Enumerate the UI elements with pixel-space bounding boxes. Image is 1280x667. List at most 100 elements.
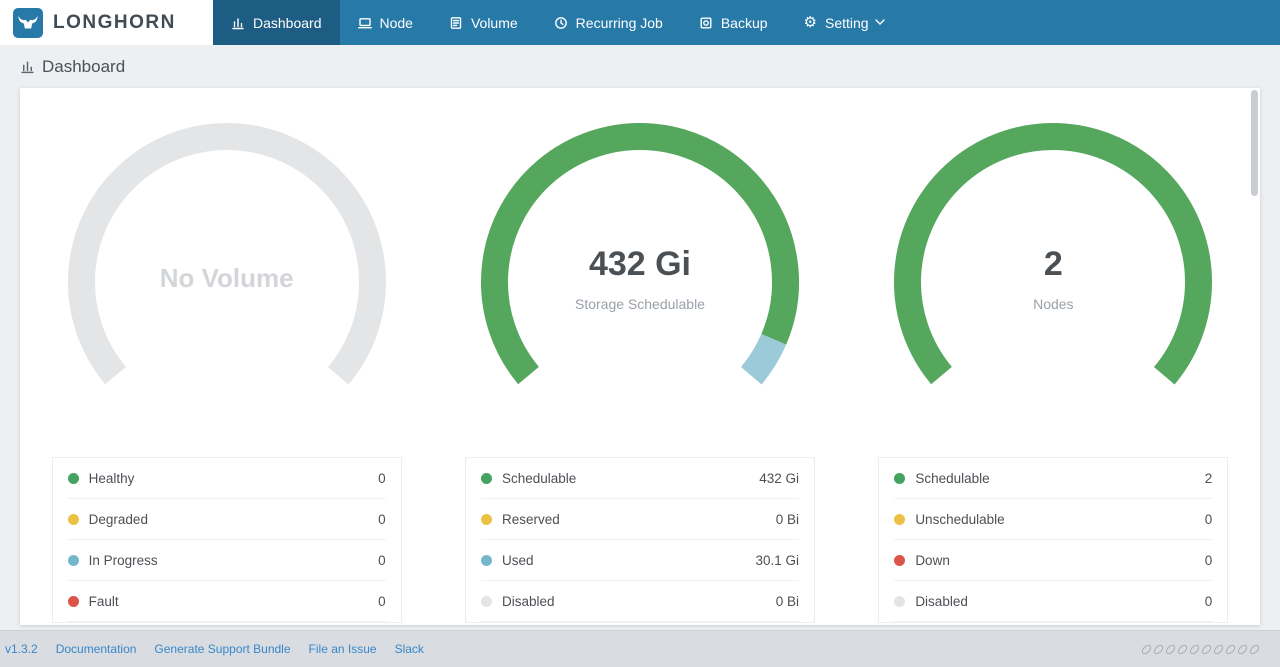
legend-row-healthy[interactable]: Healthy 0: [67, 458, 386, 499]
node-gauge-panel: 2 Nodes Schedulable 2 Unschedulable 0 D: [847, 88, 1260, 625]
dashboard-icon: [231, 16, 245, 30]
footer: v1.3.2 Documentation Generate Support Bu…: [0, 630, 1280, 667]
legend-label: Reserved: [501, 511, 560, 527]
nav-item-label: Backup: [720, 14, 768, 31]
footer-link-file-an-issue[interactable]: File an Issue: [308, 642, 377, 656]
brand-logo[interactable]: LONGHORN: [0, 0, 213, 45]
scrollbar[interactable]: [1251, 90, 1258, 196]
legend-color-dot: [894, 554, 906, 566]
legend-color-dot: [894, 595, 906, 607]
legend-color-dot: [67, 595, 79, 607]
node-icon: [357, 16, 372, 30]
volume-gauge-panel: No Volume Healthy 0 Degraded 0 In Progre…: [20, 88, 433, 625]
legend-label: Used: [501, 552, 534, 568]
legend-value: 0: [378, 552, 386, 568]
storage-gauge-panel: 432 Gi Storage Schedulable Schedulable 4…: [433, 88, 846, 625]
legend-label: In Progress: [88, 552, 158, 568]
legend-label: Disabled: [501, 593, 555, 609]
legend-value: 432 Gi: [759, 470, 799, 486]
volume-legend: Healthy 0 Degraded 0 In Progress 0 Fault…: [51, 457, 402, 623]
footer-link-documentation[interactable]: Documentation: [55, 642, 137, 656]
nav-item-label: Node: [379, 14, 413, 31]
gauge-center-title: 432 Gi: [588, 244, 692, 283]
nav-item-backup[interactable]: Backup: [681, 0, 786, 45]
nav-item-label: Setting: [824, 14, 869, 31]
legend-value: 0: [1204, 593, 1213, 609]
chain-links: [1140, 642, 1261, 656]
nav-item-dashboard[interactable]: Dashboard: [213, 0, 340, 45]
chain-link-icon: [1176, 642, 1189, 656]
chain-link-icon: [1188, 642, 1201, 656]
legend-value: 0: [1204, 552, 1213, 568]
legend-row-schedulable[interactable]: Schedulable 432 Gi: [480, 458, 799, 499]
legend-color-dot: [67, 554, 79, 566]
longhorn-bull-icon: [13, 7, 43, 38]
nav-item-label: Recurring Job: [575, 14, 663, 31]
volume-donut-chart: No Volume: [61, 116, 393, 448]
nav-item-label: Volume: [470, 14, 518, 31]
legend-color-dot: [67, 513, 79, 525]
setting-gear-icon: ⚙: [803, 13, 817, 31]
legend-row-in-progress[interactable]: In Progress 0: [67, 540, 386, 581]
chain-link-icon: [1152, 642, 1165, 656]
legend-value: 0: [378, 511, 386, 527]
legend-row-used[interactable]: Used 30.1 Gi: [480, 540, 799, 581]
page-title: Dashboard: [42, 56, 126, 76]
footer-link-slack[interactable]: Slack: [394, 642, 424, 656]
legend-row-reserved[interactable]: Reserved 0 Bi: [480, 499, 799, 540]
legend-value: 2: [1204, 470, 1213, 486]
bar-chart-icon: [20, 59, 35, 74]
legend-label: Unschedulable: [915, 511, 1005, 527]
storage-donut-chart: 432 Gi Storage Schedulable: [474, 116, 806, 448]
nav-item-volume[interactable]: Volume: [431, 0, 536, 45]
gauge-center-subtitle: Storage Schedulable: [574, 295, 705, 312]
gauge-center: 2 Nodes: [887, 112, 1219, 444]
nav-item-recurring-job[interactable]: Recurring Job: [536, 0, 681, 45]
legend-label: Healthy: [88, 470, 135, 486]
legend-color-dot: [67, 472, 79, 484]
legend-row-disabled[interactable]: Disabled 0: [894, 581, 1213, 622]
legend-label: Schedulable: [501, 470, 577, 486]
nav-item-node[interactable]: Node: [340, 0, 431, 45]
top-nav-bar: LONGHORN Dashboard Node: [0, 0, 1280, 45]
legend-value: 0 Bi: [775, 511, 799, 527]
legend-row-down[interactable]: Down 0: [894, 540, 1213, 581]
gauge-center-title: No Volume: [159, 262, 294, 293]
legend-value: 0: [378, 593, 386, 609]
legend-row-degraded[interactable]: Degraded 0: [67, 499, 386, 540]
nav-item-label: Dashboard: [253, 14, 322, 31]
legend-label: Disabled: [915, 593, 968, 609]
legend-value: 30.1 Gi: [755, 552, 799, 568]
gauge-center-subtitle: Nodes: [1033, 295, 1074, 312]
gauge-center: 432 Gi Storage Schedulable: [474, 112, 806, 444]
nav-item-setting[interactable]: ⚙ Setting: [786, 0, 903, 45]
legend-row-schedulable[interactable]: Schedulable 2: [894, 458, 1213, 499]
chain-link-icon: [1164, 642, 1177, 656]
gauge-center-title: 2: [1043, 244, 1063, 283]
legend-label: Schedulable: [915, 470, 990, 486]
legend-color-dot: [480, 595, 492, 607]
chain-link-icon: [1140, 642, 1153, 656]
backup-icon: [699, 16, 713, 30]
legend-color-dot: [480, 513, 492, 525]
legend-value: 0 Bi: [775, 593, 799, 609]
legend-row-fault[interactable]: Fault 0: [67, 581, 386, 622]
version-link[interactable]: v1.3.2: [5, 642, 38, 656]
footer-link-generate-support-bundle[interactable]: Generate Support Bundle: [154, 642, 291, 656]
chain-link-icon: [1224, 642, 1237, 656]
chain-link-icon: [1248, 642, 1261, 656]
main-nav: Dashboard Node Volume R: [213, 0, 903, 45]
chain-link-icon: [1212, 642, 1225, 656]
legend-color-dot: [894, 513, 906, 525]
legend-row-unschedulable[interactable]: Unschedulable 0: [894, 499, 1213, 540]
brand-name: LONGHORN: [53, 11, 176, 33]
legend-label: Degraded: [88, 511, 148, 527]
chain-link-icon: [1200, 642, 1213, 656]
legend-label: Fault: [88, 593, 119, 609]
dashboard-content: No Volume Healthy 0 Degraded 0 In Progre…: [0, 88, 1280, 630]
breadcrumb: Dashboard: [0, 45, 1280, 88]
node-donut-chart: 2 Nodes: [887, 116, 1219, 448]
node-legend: Schedulable 2 Unschedulable 0 Down 0 Dis…: [878, 457, 1229, 623]
legend-row-disabled[interactable]: Disabled 0 Bi: [480, 581, 799, 622]
legend-color-dot: [480, 472, 492, 484]
